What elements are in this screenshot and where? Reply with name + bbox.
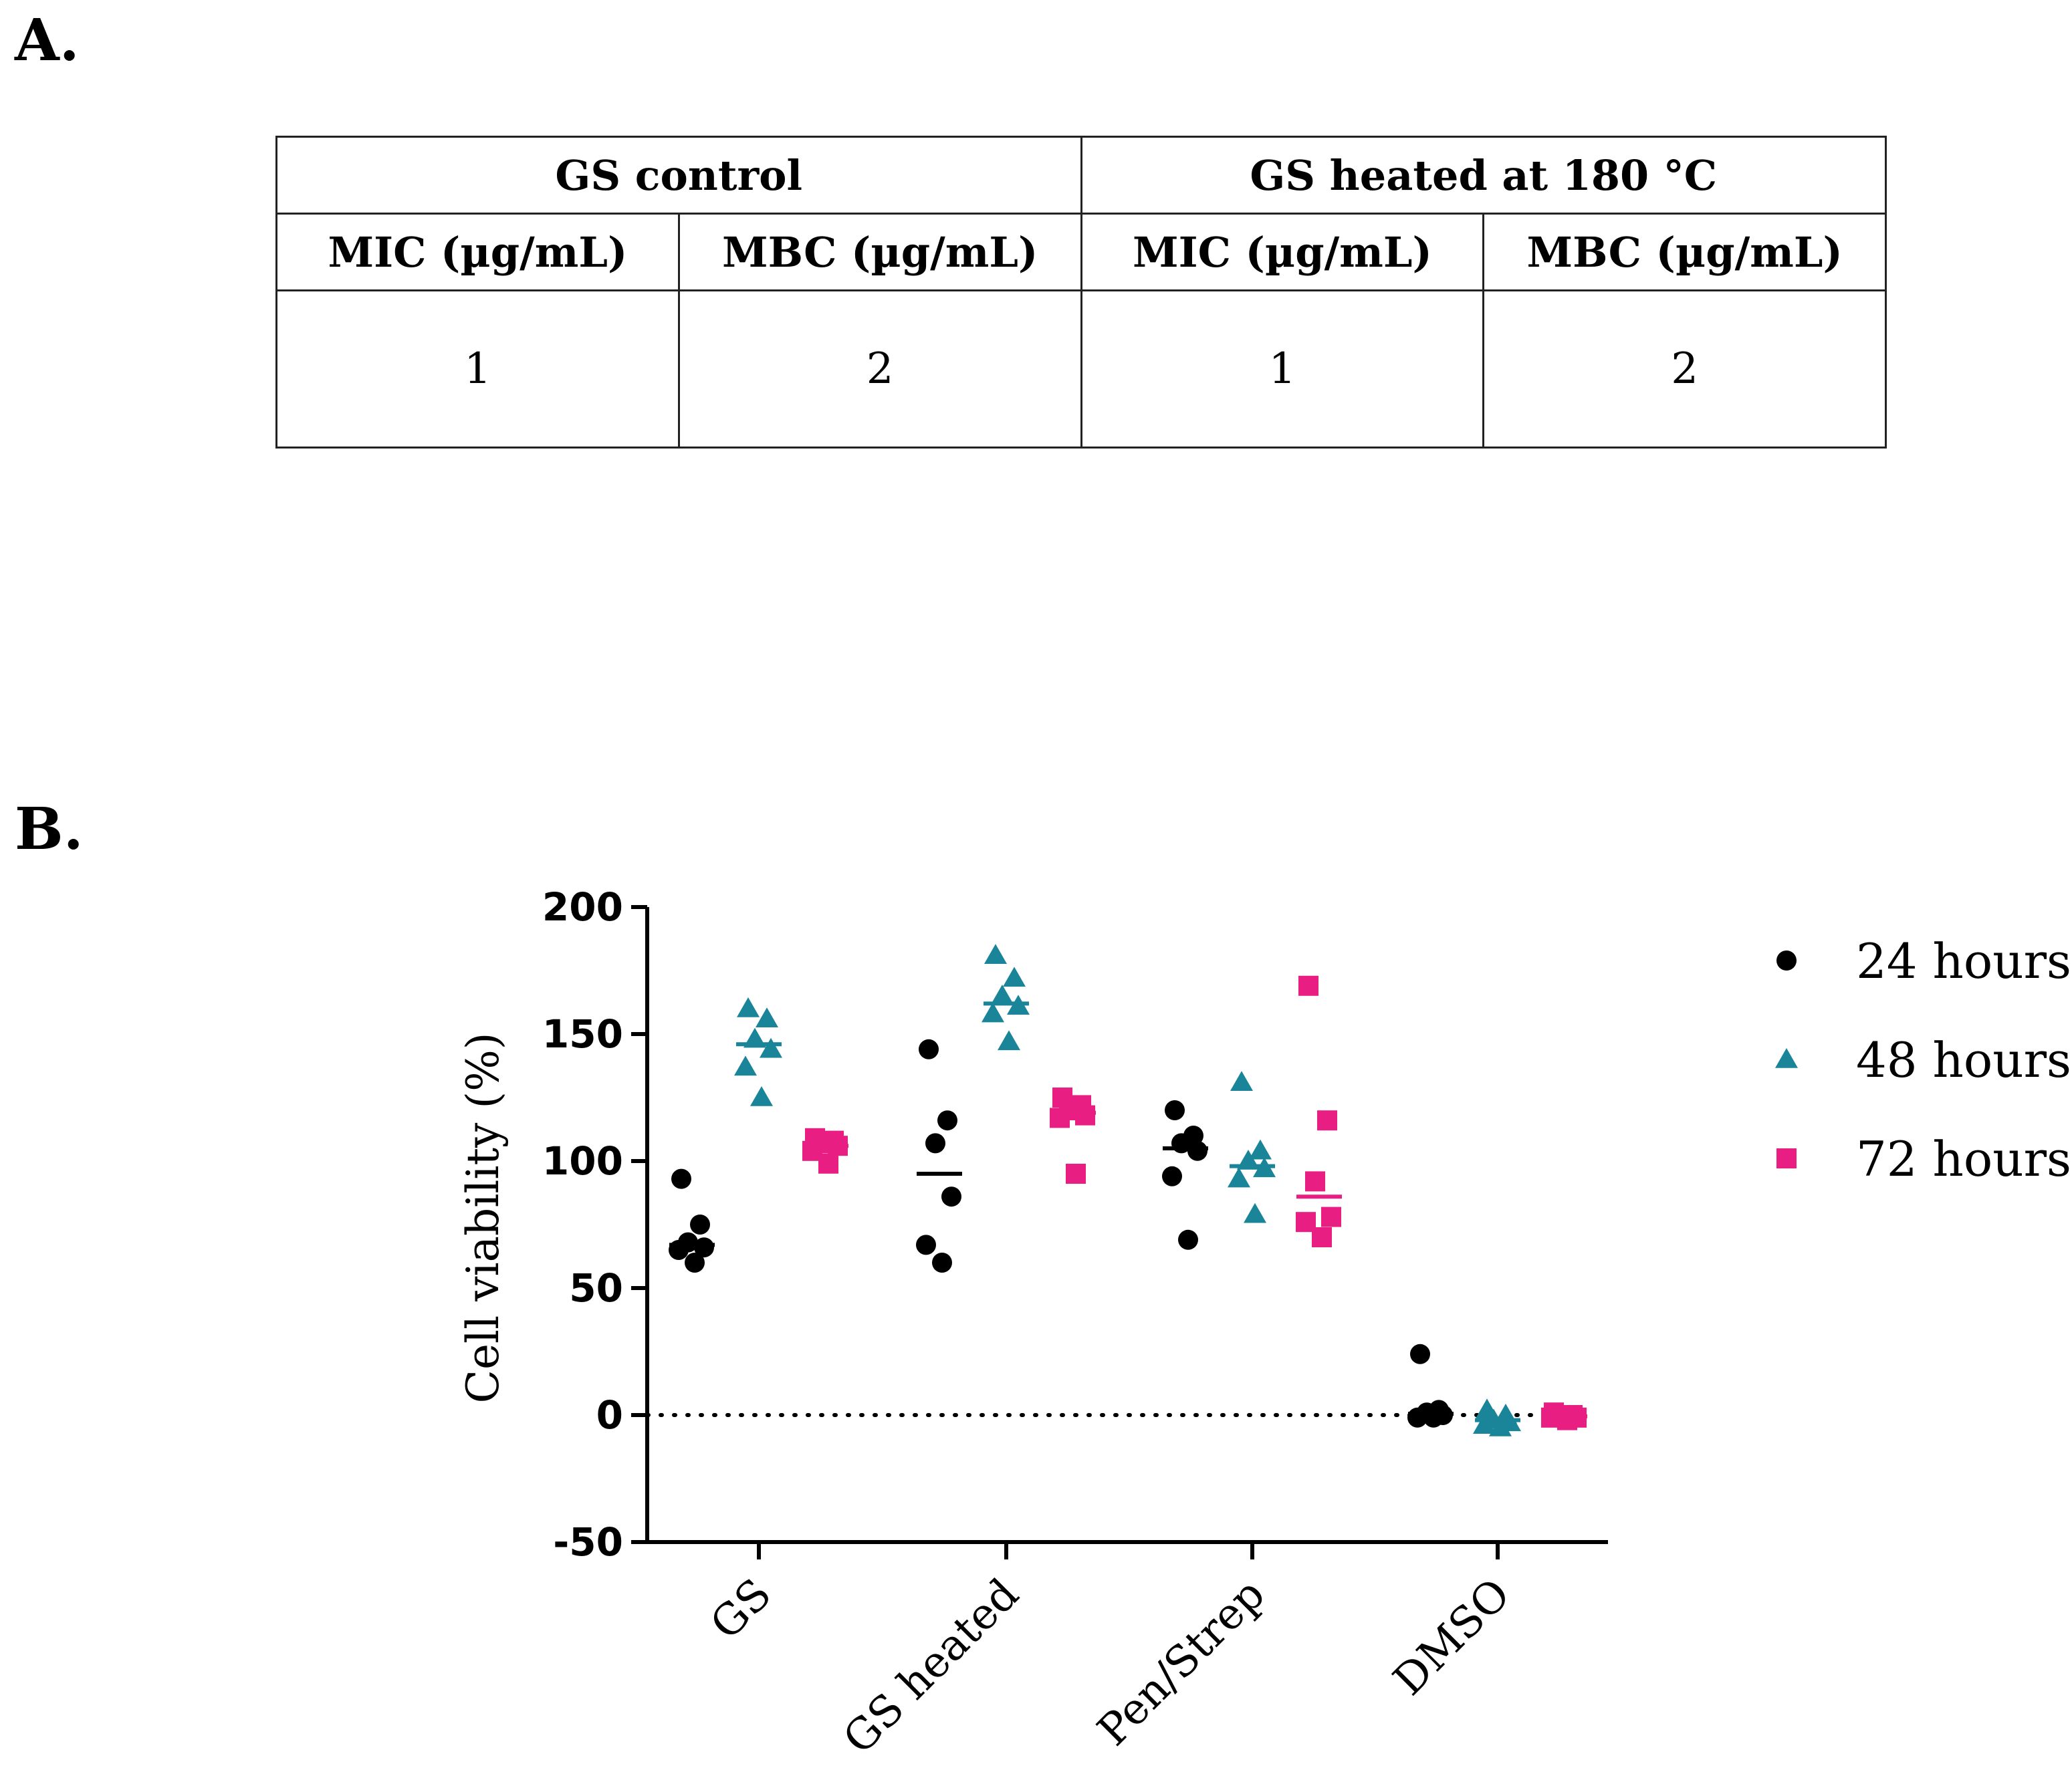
legend-label: 48 hours [1856, 1032, 2071, 1088]
data-point-triangle [998, 1030, 1020, 1051]
data-point-triangle [1244, 1202, 1266, 1223]
legend-label: 24 hours [1856, 933, 2071, 989]
data-point-triangle [1249, 1139, 1272, 1160]
data-point-triangle [737, 997, 760, 1017]
legend-marker-square [1776, 1148, 1797, 1168]
data-point-circle [690, 1215, 710, 1235]
data-point-circle [919, 1039, 939, 1059]
y-tick-label: 200 [542, 884, 623, 930]
data-point-circle [1165, 1100, 1185, 1120]
x-tick-label: DMSO [1384, 1569, 1520, 1705]
column-header-mbc-heated: MBC (µg/mL) [1482, 213, 1887, 291]
mic-mbc-table: GS control GS heated at 180 °C MIC (µg/m… [275, 136, 1887, 449]
data-point-triangle [760, 1037, 782, 1058]
table-group-header-row: GS control GS heated at 180 °C [275, 136, 1887, 215]
data-point-triangle [750, 1086, 773, 1106]
chart-legend: 24 hours 48 hours 72 hours [1775, 933, 2071, 1187]
table-column-header-row: MIC (µg/mL) MBC (µg/mL) MIC (µg/mL) MBC … [275, 213, 1887, 291]
legend-label: 72 hours [1856, 1131, 2071, 1187]
data-point-square [1321, 1207, 1341, 1227]
data-point-circle [694, 1237, 714, 1258]
data-point-square [1305, 1171, 1325, 1192]
y-tick-label: -50 [553, 1519, 623, 1565]
x-tick-label: Pen/Strep [1088, 1569, 1274, 1755]
data-point-square [1312, 1227, 1332, 1247]
data-point-circle [937, 1110, 957, 1131]
data-point-circle [916, 1235, 936, 1255]
data-point-triangle [984, 944, 1007, 964]
y-tick-label: 50 [569, 1265, 623, 1311]
data-point-circle [1187, 1140, 1207, 1161]
group-header-gs-control: GS control [275, 136, 1082, 215]
data-point-circle [1162, 1166, 1182, 1186]
value-mic-control: 1 [275, 289, 680, 449]
value-mbc-control: 2 [677, 289, 1082, 449]
legend-marker-circle [1776, 951, 1797, 971]
panel-a-label: A. [15, 7, 80, 74]
data-point-square [1066, 1164, 1086, 1184]
data-point-circle [1410, 1344, 1430, 1364]
column-header-mic-control: MIC (µg/mL) [275, 213, 680, 291]
data-point-circle [1423, 1407, 1444, 1428]
data-point-circle [671, 1168, 691, 1189]
chart-axes: -50 0 50 100 150 200 Cell viability (%) GS GS he… [457, 884, 1608, 1764]
data-point-square [1298, 975, 1318, 996]
data-point-triangle [756, 1007, 778, 1027]
chart-marks [669, 944, 1587, 1436]
y-tick-label: 0 [596, 1392, 623, 1438]
data-point-triangle [982, 1002, 1004, 1023]
data-point-triangle [991, 985, 1014, 1005]
column-header-mbc-control: MBC (µg/mL) [677, 213, 1082, 291]
data-point-triangle [1003, 967, 1026, 987]
y-axis-title: Cell viability (%) [457, 1032, 509, 1403]
value-mic-heated: 1 [1080, 289, 1485, 449]
data-point-square [1075, 1105, 1095, 1126]
data-point-circle [932, 1253, 952, 1273]
y-tick-label: 150 [542, 1011, 623, 1057]
panel-b-label: B. [15, 795, 84, 863]
y-tick-label: 100 [542, 1138, 623, 1184]
table-row: 1 2 1 2 [275, 289, 1887, 449]
data-point-circle [925, 1133, 945, 1154]
data-point-circle [941, 1186, 961, 1207]
x-tick-label: GS heated [834, 1569, 1029, 1764]
data-point-square [818, 1153, 838, 1174]
data-point-triangle [1489, 1416, 1512, 1436]
data-point-square [1557, 1410, 1577, 1430]
data-point-triangle [734, 1055, 757, 1076]
legend-marker-triangle [1775, 1048, 1798, 1068]
x-tick-label: GS [701, 1569, 781, 1649]
data-point-triangle [1473, 1414, 1496, 1434]
data-point-circle [1178, 1229, 1198, 1250]
data-point-square [1317, 1110, 1337, 1131]
data-point-circle [685, 1253, 705, 1273]
group-header-gs-heated: GS heated at 180 °C [1080, 136, 1887, 215]
data-point-triangle [1230, 1071, 1253, 1091]
column-header-mic-heated: MIC (µg/mL) [1080, 213, 1485, 291]
data-point-triangle [1228, 1167, 1250, 1188]
value-mbc-heated: 2 [1482, 289, 1887, 449]
